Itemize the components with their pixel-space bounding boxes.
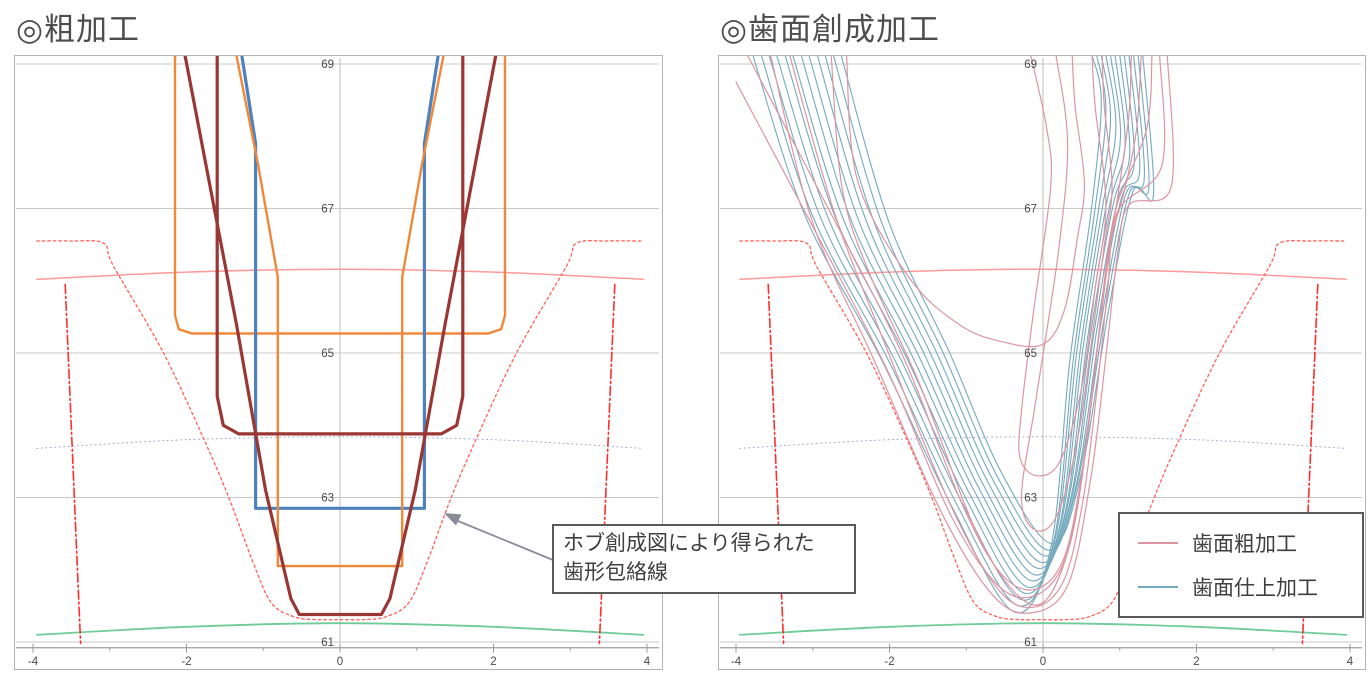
y-tick-label-65: 65	[1024, 348, 1037, 360]
y-tick-label-67: 67	[321, 204, 334, 216]
y-tick-label-63: 63	[1024, 493, 1037, 505]
series-radial-line-right	[598, 283, 616, 645]
series-finish-cut-8	[808, 56, 1135, 569]
rough-machining-plot: 61 63 65 67 69 -4 -2 0 2 4	[16, 56, 659, 667]
rough-machining-chart: 61 63 65 67 69 -4 -2 0 2 4	[14, 55, 663, 670]
series-tool-pass-3-orange-narrow	[235, 56, 445, 568]
x-tick-label-4: 4	[644, 656, 651, 667]
series-tooth-profile-envelope	[36, 240, 644, 621]
series-pitch-line-dotted	[36, 436, 644, 449]
legend-label-finish: 歯面仕上加工	[1192, 577, 1318, 600]
x-tick-label--2: -2	[884, 656, 894, 667]
generation-machining-plot: 61 63 65 67 69 -4 -2 0 2 4	[720, 56, 1362, 667]
series-rough-cut-2	[1018, 56, 1107, 477]
series-rough-cut-1	[845, 56, 1086, 348]
y-tick-label-61: 61	[1024, 637, 1037, 649]
x-tick-label-2: 2	[490, 656, 496, 667]
legend-item-rough: 歯面粗加工	[1138, 528, 1362, 558]
x-tick-label--4: -4	[28, 656, 39, 667]
series-finish-cut-2	[760, 56, 1107, 607]
left-chart-title: ◎粗加工	[16, 12, 141, 47]
series-finish-cut-3	[768, 56, 1112, 601]
x-tick-label--2: -2	[181, 656, 191, 667]
series-tool-pass-2-blue	[240, 56, 440, 510]
annotation-line-2: 歯形包絡線	[563, 560, 668, 584]
series-rough-cut-4	[747, 56, 1132, 591]
series-rough-cut-8	[770, 56, 1174, 614]
x-tick-label--4: -4	[731, 656, 742, 667]
y-tick-label-61: 61	[321, 637, 334, 649]
series-finish-cut-7	[800, 56, 1131, 576]
series-tip-circle-arc	[36, 268, 644, 281]
series-finish-cut-6	[792, 56, 1126, 582]
series-root-circle-arc	[738, 622, 1348, 636]
right-chart-title: ◎歯面創成加工	[720, 12, 941, 47]
series-tool-pass-4-darkred-u	[215, 56, 465, 436]
series-rough-cut-5	[735, 56, 1153, 599]
series-tool-pass-5-darkred-trapezoid	[183, 56, 498, 617]
series-radial-line-right	[1301, 283, 1319, 645]
legend: 歯面粗加工 歯面仕上加工	[1118, 512, 1364, 618]
series-radial-line-left	[767, 283, 785, 645]
y-tick-label-69: 69	[1024, 59, 1037, 71]
series-finish-cut-10	[824, 56, 1145, 557]
series-tooth-profile-envelope	[739, 240, 1347, 621]
series-tool-pass-1-orange-wide	[173, 56, 507, 335]
y-tick-label-65: 65	[321, 348, 334, 360]
series-finish-cut-9	[816, 56, 1141, 564]
series-radial-line-left	[64, 283, 82, 645]
x-tick-label-4: 4	[1347, 656, 1354, 667]
x-tick-label-0: 0	[1040, 656, 1046, 667]
y-tick-label-63: 63	[321, 493, 334, 505]
series-root-circle-arc	[35, 622, 645, 636]
annotation-line-1: ホブ創成図により得られた	[563, 532, 815, 555]
legend-swatch-finish-teal	[1138, 586, 1178, 588]
series-pitch-line-dotted	[739, 436, 1347, 449]
series-rough-cut-7	[789, 56, 1166, 609]
legend-label-rough: 歯面粗加工	[1192, 533, 1297, 556]
series-rough-cut-3	[1020, 56, 1113, 532]
legend-swatch-rough-pink	[1138, 542, 1178, 544]
legend-item-finish: 歯面仕上加工	[1138, 572, 1362, 602]
series-finish-cut-4	[776, 56, 1117, 595]
y-tick-label-69: 69	[321, 59, 334, 71]
series-finish-cut-12	[840, 56, 1155, 545]
x-tick-label-2: 2	[1193, 656, 1199, 667]
series-rough-cut-6	[830, 56, 1142, 606]
y-tick-label-67: 67	[1024, 204, 1037, 216]
annotation-callout: ホブ創成図により得られた 歯形包絡線	[552, 524, 856, 594]
x-tick-label-0: 0	[337, 656, 343, 667]
